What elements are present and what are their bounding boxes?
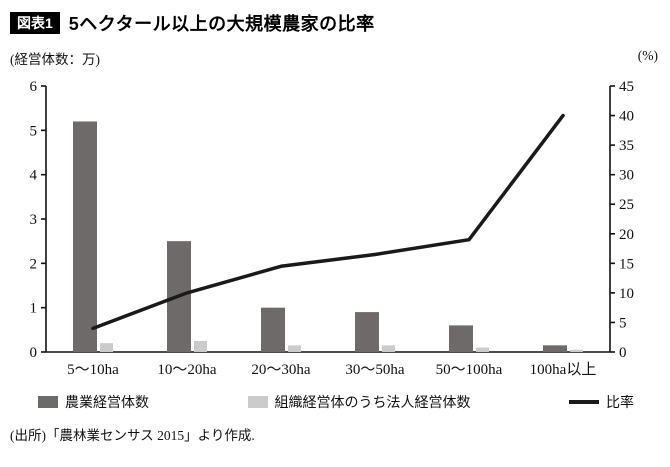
svg-text:5: 5: [619, 315, 627, 331]
svg-text:20: 20: [619, 227, 634, 243]
svg-text:15: 15: [619, 256, 634, 272]
svg-text:30〜50ha: 30〜50ha: [345, 362, 405, 378]
figure-badge: 図表1: [10, 11, 60, 35]
chart-legend: 農業経営体数 組織経営体のうち法人経営体数 比率: [10, 392, 660, 412]
left-axis-unit-label: (経営体数：万): [10, 52, 100, 67]
svg-text:2: 2: [30, 256, 38, 272]
svg-text:10: 10: [619, 286, 634, 302]
x-category-labels: 5〜10ha 10〜20ha 20〜30ha 30〜50ha 50〜100ha 100ha…: [67, 361, 596, 378]
svg-text:30: 30: [619, 168, 634, 184]
svg-text:6: 6: [30, 79, 38, 95]
legend-label: 組織経営体のうち法人経営体数: [274, 396, 471, 411]
ratio-line: [91, 113, 565, 331]
svg-text:100ha以上: 100ha以上: [530, 361, 597, 378]
svg-text:5: 5: [30, 123, 38, 139]
svg-text:0: 0: [619, 345, 627, 361]
legend-line-sample: [569, 400, 599, 404]
svg-text:50〜100ha: 50〜100ha: [436, 362, 503, 378]
figure-header: 図表1 5ヘクタール以上の大規模農家の比率: [10, 10, 660, 36]
svg-text:40: 40: [619, 109, 634, 125]
right-axis-unit-label: (%): [637, 48, 658, 63]
chart-area: 0 1 2 3 4 5 6 0 5 10 15 20 25 30 35 40 45 5〜10ha 10〜20ha 20…: [10, 70, 660, 388]
svg-text:45: 45: [619, 79, 634, 95]
svg-text:25: 25: [619, 197, 634, 213]
axes: [41, 85, 615, 353]
legend-color-swatch: [38, 396, 58, 408]
svg-text:5〜10ha: 5〜10ha: [67, 362, 119, 378]
bar-series: [73, 121, 583, 352]
svg-text:4: 4: [30, 168, 38, 184]
svg-text:20〜30ha: 20〜30ha: [251, 362, 311, 378]
svg-text:35: 35: [619, 138, 634, 154]
legend-label: 比率: [606, 396, 634, 411]
svg-text:1: 1: [30, 301, 38, 317]
legend-item-bar-0: 農業経営体数: [38, 392, 149, 412]
svg-text:0: 0: [30, 345, 38, 361]
legend-item-ratio: 比率: [569, 392, 634, 412]
svg-text:10〜20ha: 10〜20ha: [157, 362, 217, 378]
axis-unit-row: (経営体数：万) (%): [10, 48, 658, 68]
figure-title: 5ヘクタール以上の大規模農家の比率: [68, 14, 375, 34]
legend-color-swatch: [247, 396, 268, 408]
legend-label: 農業経営体数: [65, 396, 149, 411]
legend-item-bar-1: 組織経営体のうち法人経営体数: [247, 392, 471, 412]
source-note: (出所)「農林業センサス 2015」より作成.: [10, 428, 255, 443]
svg-text:3: 3: [30, 212, 38, 228]
